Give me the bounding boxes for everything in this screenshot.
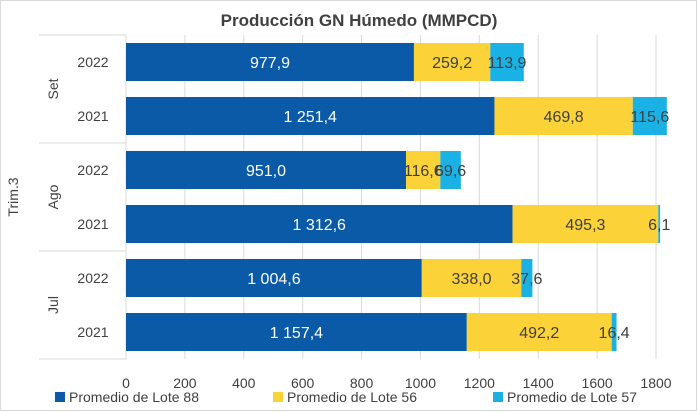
- bar-segment: [632, 97, 667, 135]
- data-label: 259,2: [432, 55, 472, 72]
- bar-segment: [440, 151, 461, 189]
- x-axis-ticks: 0 200 400 600 800 1000 1200 1400 1600 1800: [122, 375, 672, 391]
- outer-group-label: Trim.3: [5, 177, 21, 216]
- x-tick-label: 0: [122, 375, 130, 391]
- bars: 977,9 259,2 113,9 1 251,4 469,8 115,6 951,0 116…: [126, 43, 670, 351]
- bar-segment: [521, 259, 533, 297]
- data-label: 69,6: [435, 163, 466, 180]
- gridlines: [125, 35, 657, 359]
- bar-segment: [126, 43, 414, 81]
- x-tick-label: 800: [350, 375, 374, 391]
- data-label: 1 157,4: [270, 325, 323, 342]
- x-tick-label: 1800: [640, 375, 671, 391]
- bar-segment: [490, 43, 524, 81]
- data-label: 16,4: [599, 325, 630, 342]
- data-label: 951,0: [246, 163, 286, 180]
- x-tick-label: 400: [232, 375, 256, 391]
- x-tick-label: 1200: [464, 375, 495, 391]
- data-label: 492,2: [519, 325, 559, 342]
- x-tick-label: 600: [291, 375, 315, 391]
- legend-swatch: [273, 392, 283, 402]
- x-tick-label: 1600: [582, 375, 613, 391]
- data-label: 495,3: [565, 217, 605, 234]
- data-label: 116,6: [404, 163, 443, 180]
- category-axis: Trim.3 Set 2022 2021 Ago 2022 2021 Jul 2022 2021: [5, 34, 127, 360]
- year-label: 2022: [77, 270, 108, 286]
- legend-swatch: [493, 392, 503, 402]
- x-tick-label: 1400: [523, 375, 554, 391]
- data-label: 37,6: [511, 271, 542, 288]
- x-tick-label: 1000: [405, 375, 436, 391]
- data-label: 115,6: [630, 109, 669, 126]
- data-label: 977,9: [250, 55, 290, 72]
- bar-segment: [466, 313, 612, 351]
- bar-segment: [658, 205, 661, 243]
- bar-segment: [611, 313, 617, 351]
- bar-segment: [126, 259, 422, 297]
- group-label: Jul: [45, 296, 61, 314]
- data-label: 469,8: [544, 109, 584, 126]
- bar-segment: [512, 205, 659, 243]
- legend-label: Promedio de Lote 56: [287, 389, 417, 405]
- data-label: 1 312,6: [293, 217, 346, 234]
- year-label: 2022: [77, 162, 108, 178]
- year-label: 2021: [77, 324, 108, 340]
- data-label: 338,0: [452, 271, 492, 288]
- legend-label: Promedio de Lote 88: [69, 389, 199, 405]
- bar-segment: [413, 43, 491, 81]
- data-label: 113,9: [488, 55, 527, 72]
- group-label: Ago: [45, 184, 61, 209]
- bar-segment: [126, 151, 407, 189]
- bar-segment: [126, 313, 467, 351]
- bar-segment: [421, 259, 522, 297]
- data-label: 6,1: [648, 217, 670, 234]
- legend-label: Promedio de Lote 57: [507, 389, 637, 405]
- legend-swatch: [55, 392, 65, 402]
- bar-segment: [126, 97, 495, 135]
- data-label: 1 004,6: [247, 271, 300, 288]
- data-label: 1 251,4: [284, 109, 337, 126]
- bar-segment: [406, 151, 441, 189]
- group-label: Set: [45, 78, 61, 99]
- year-label: 2021: [77, 108, 108, 124]
- legend: Promedio de Lote 88 Promedio de Lote 56 Pr…: [55, 389, 637, 405]
- chart-title: Producción GN Húmedo (MMPCD): [221, 11, 498, 30]
- year-label: 2022: [77, 54, 108, 70]
- x-tick-label: 200: [173, 375, 197, 391]
- year-label: 2021: [77, 216, 108, 232]
- bar-segment: [126, 205, 513, 243]
- bar-segment: [494, 97, 633, 135]
